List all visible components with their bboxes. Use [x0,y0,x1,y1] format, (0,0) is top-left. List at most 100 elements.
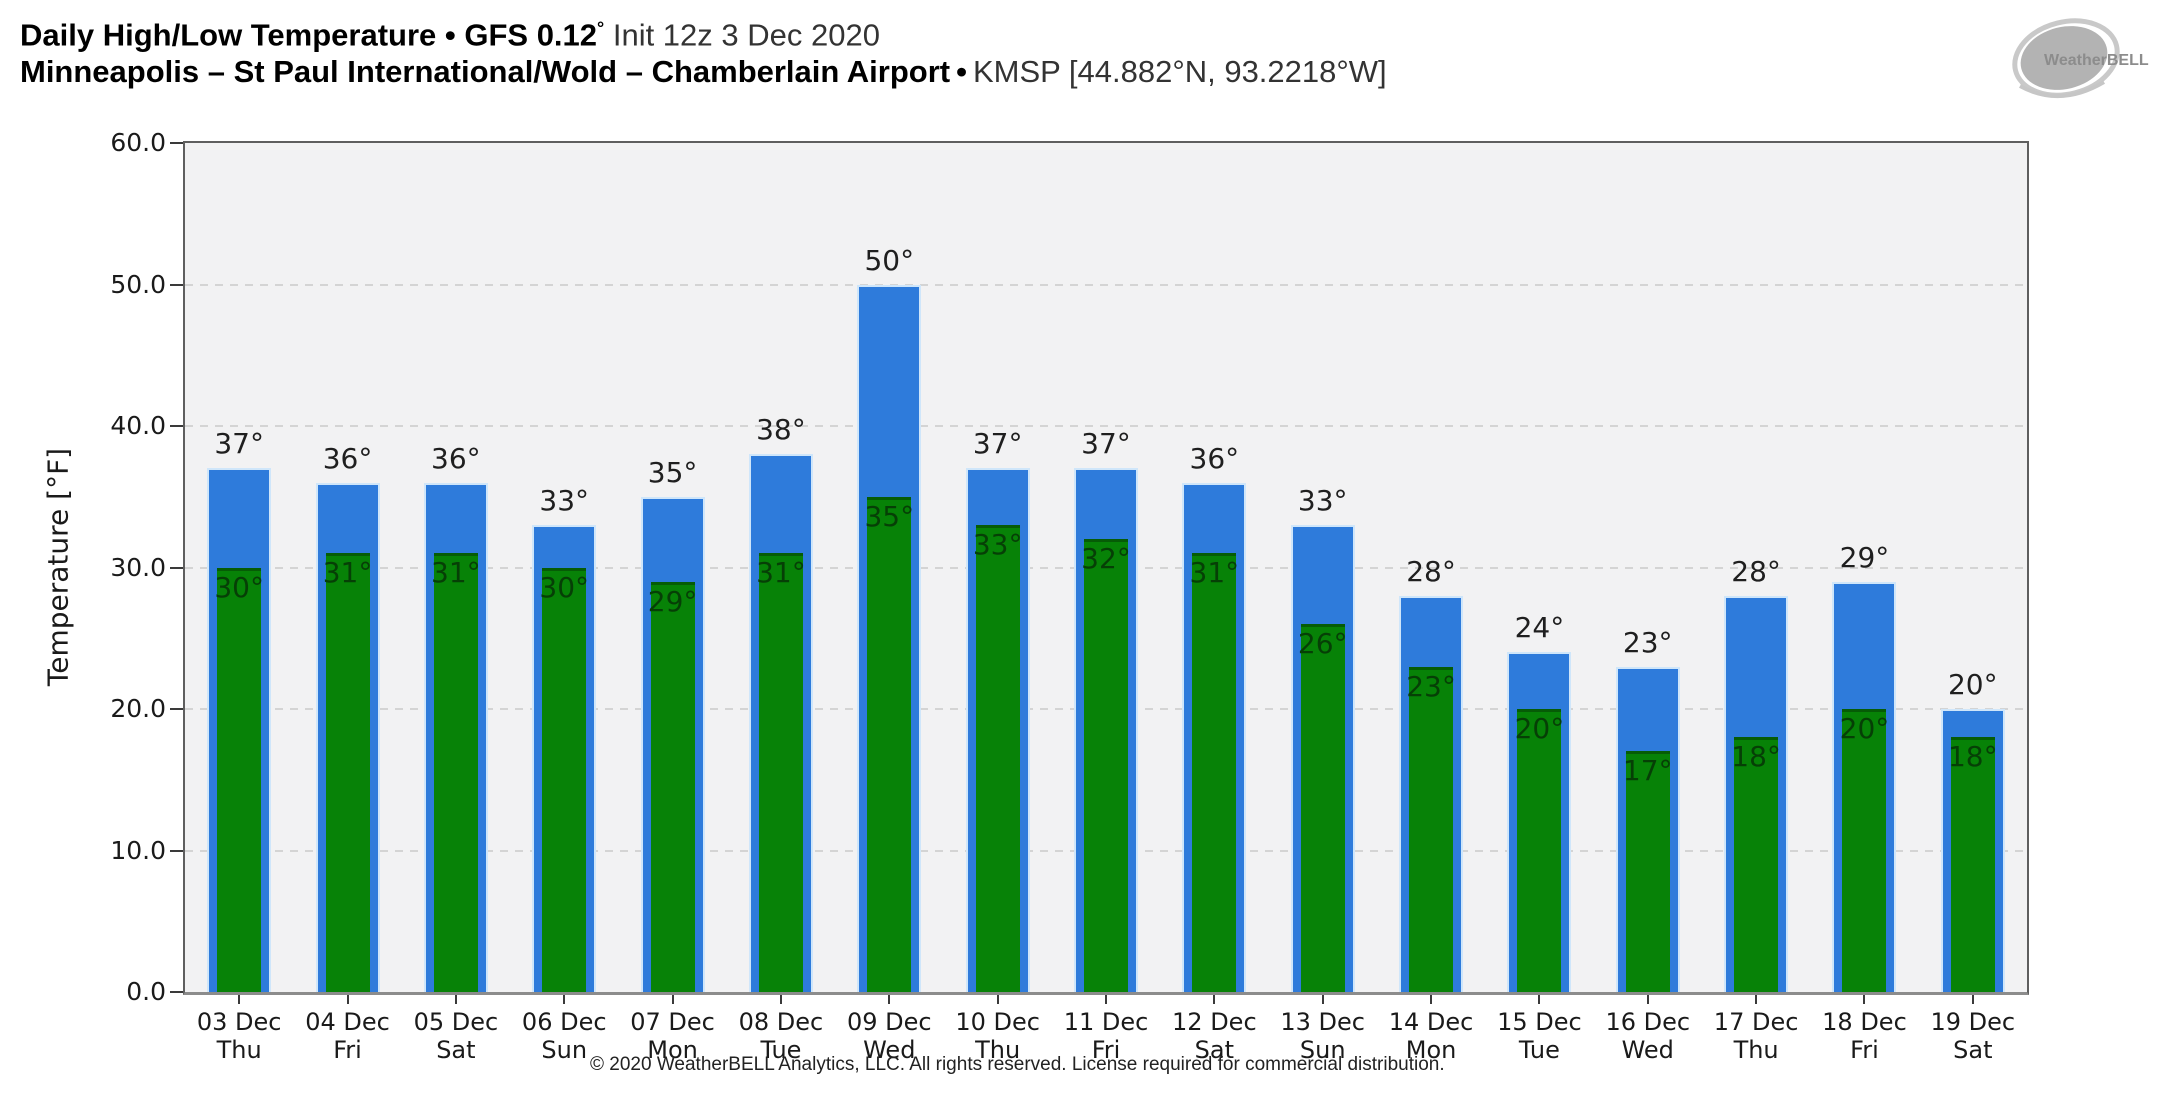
x-tick [1538,995,1541,1004]
watermark-text: WeatherBELL [2044,52,2149,69]
x-tick [996,995,999,1004]
x-tick-date: 06 Dec [521,1008,607,1036]
bar-low [325,553,370,992]
bar-low [1517,709,1562,992]
high-value-label: 37° [214,427,264,461]
x-tick-day: Sun [1299,1036,1346,1064]
x-tick-date: 05 Dec [413,1008,499,1036]
low-value-label: 32° [1081,542,1131,576]
x-tick-day: Fri [1091,1036,1121,1064]
station-name: Minneapolis – St Paul International/Wold… [20,54,951,90]
title-line-2: Minneapolis – St Paul International/Wold… [20,53,1387,90]
bar-low [758,553,803,992]
bar-low [542,567,587,992]
x-tick-day: Fri [1850,1036,1879,1064]
x-tick-day: Tue [760,1036,802,1064]
y-tick [170,708,183,710]
bar-low [1950,737,1995,992]
x-tick [671,995,674,1004]
x-tick-label: 11 Dec Fri [1031,1008,1181,1064]
x-tick-date: 12 Dec [1172,1008,1257,1036]
x-tick [1105,995,1107,1004]
y-tick-label: 0.0 [126,977,166,1006]
gridline-40 [185,425,2027,427]
x-tick-label: 14 Dec Mon [1356,1008,1506,1064]
x-tick [1213,995,1216,1004]
x-tick [1755,995,1758,1004]
high-value-label: 20° [1947,668,1998,701]
high-value-label: 33° [1297,484,1348,518]
low-value-label: 18° [1947,740,1998,774]
title-line-1: Daily High/Low Temperature • GFS 0.12° I… [20,10,1387,53]
x-tick-day: Sun [541,1036,588,1064]
y-tick [170,425,183,427]
x-tick-date: 09 Dec [846,1008,932,1036]
y-tick [170,849,183,852]
bar-low [1084,539,1128,992]
low-value-label: 31° [431,556,481,590]
x-tick-day: Thu [216,1036,262,1064]
high-value-label: 28° [1731,554,1781,588]
x-tick-label: 10 Dec Thu [923,1008,1073,1064]
x-tick-date: 18 Dec [1822,1008,1907,1036]
x-tick-label: 04 Dec Fri [273,1008,423,1064]
x-tick-day: Sat [436,1036,476,1064]
x-tick-date: 13 Dec [1280,1008,1365,1036]
x-tick-day: Fri [333,1036,362,1064]
high-value-label: 50° [864,243,915,277]
high-value-label: 35° [647,455,698,489]
low-value-label: 30° [539,570,590,604]
y-tick [170,566,183,569]
x-tick-label: 06 Dec Sun [489,1008,639,1064]
y-tick-label: 20.0 [110,694,166,723]
low-value-label: 26° [1297,627,1348,661]
low-value-label: 31° [1189,556,1240,590]
high-value-label: 37° [1081,427,1131,461]
x-tick [1430,995,1433,1004]
high-value-label: 33° [539,484,590,518]
y-tick-label: 10.0 [110,835,166,865]
bar-low [1842,709,1887,992]
low-value-label: 29° [647,584,698,618]
x-tick [346,995,349,1004]
copyright-text: © 2020 WeatherBELL Analytics, LLC. All r… [590,1054,1445,1075]
high-value-label: 36° [431,441,481,475]
x-tick [238,995,241,1004]
title-init-time: Init 12z 3 Dec 2020 [612,17,880,53]
bar-low [1734,737,1779,992]
station-code-coords: KMSP [44.882°N, 93.2218°W] [972,54,1387,90]
low-value-label: 31° [756,556,806,590]
x-tick-day: Tue [1518,1036,1560,1064]
x-tick [888,995,891,1004]
x-tick-day: Sat [1194,1036,1235,1064]
x-tick-date: 10 Dec [955,1008,1040,1036]
x-tick-date: 07 Dec [630,1008,715,1036]
plot-area: 37° 30° 36° 31° 36° 31° 33° 30° 35° 29° 38° 31° 50° 3… [183,141,2029,995]
gridline-50 [185,283,2027,286]
bar-low [650,581,695,992]
title-main: Daily High/Low Temperature • GFS 0.12 [20,17,598,53]
x-tick [1321,995,1324,1004]
x-tick-label: 07 Dec Mon [598,1008,748,1064]
x-tick-day: Wed [1621,1036,1674,1064]
title-degree-symbol: ° [597,18,605,38]
x-tick-label: 17 Dec Thu [1681,1008,1831,1064]
y-tick-label: 30.0 [110,552,166,582]
x-tick-date: 11 Dec [1063,1008,1149,1036]
x-tick-day: Sat [1953,1036,1993,1064]
high-value-label: 36° [1189,441,1240,475]
bar-low [433,553,478,992]
y-tick [170,991,183,993]
x-tick-label: 03 Dec Thu [164,1008,314,1064]
x-tick-label: 18 Dec Fri [1789,1008,1939,1064]
x-tick-label: 13 Dec Sun [1248,1008,1398,1064]
low-value-label: 23° [1406,669,1456,703]
low-value-label: 20° [1839,712,1890,745]
bar-low [1300,624,1345,992]
x-tick-label: 08 Dec Tue [706,1008,856,1064]
x-tick-day: Mon [647,1036,698,1064]
swirl-icon [2012,18,2120,98]
x-tick-day: Mon [1405,1036,1457,1064]
low-value-label: 20° [1514,712,1565,745]
y-tick-label: 40.0 [110,411,166,440]
